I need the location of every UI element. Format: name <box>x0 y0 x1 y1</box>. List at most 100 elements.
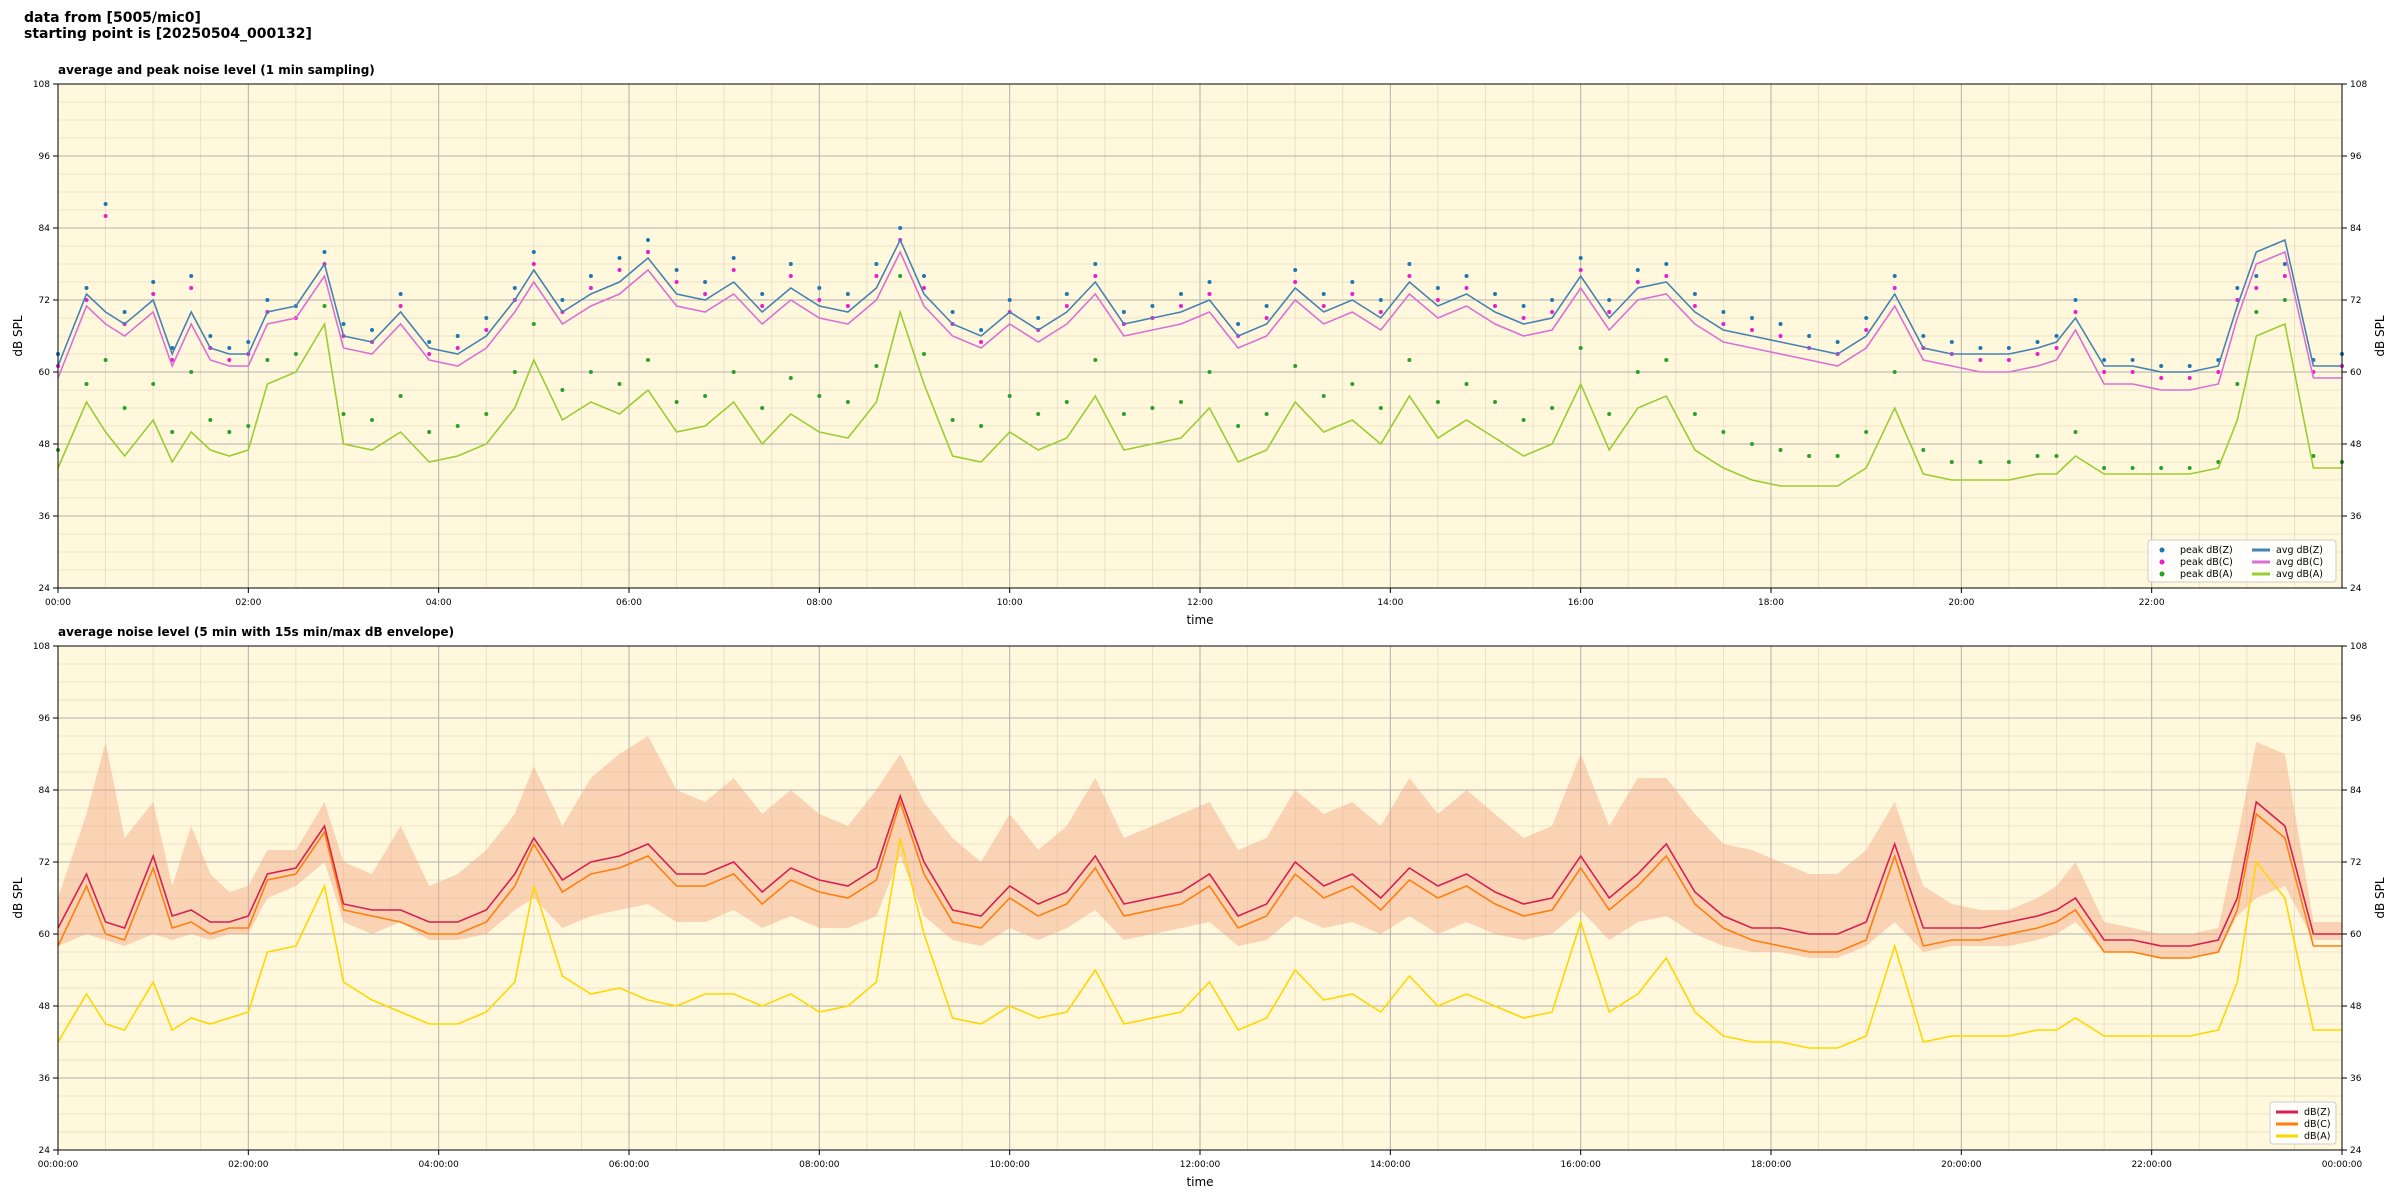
data-point <box>427 352 432 356</box>
data-point <box>293 352 298 356</box>
data-point <box>898 226 903 230</box>
data-point <box>617 268 622 272</box>
y-tick-label-right: 84 <box>2350 224 2362 234</box>
y-tick-label-right: 108 <box>2350 80 2367 90</box>
y-tick-label: 48 <box>39 1002 51 1012</box>
data-point <box>370 328 374 332</box>
data-point <box>1321 292 1326 296</box>
data-point <box>227 358 232 362</box>
legend-label: peak dB(C) <box>2180 557 2233 568</box>
data-point <box>731 370 736 374</box>
data-point <box>1407 274 1412 278</box>
data-point <box>950 310 955 314</box>
data-point <box>1378 310 1383 314</box>
x-axis-label: time <box>1186 1175 1213 1189</box>
legend-label: avg dB(C) <box>2276 557 2323 568</box>
y-tick-label: 60 <box>39 930 51 940</box>
data-point <box>1007 394 1012 398</box>
data-point <box>531 250 536 254</box>
data-point <box>1378 406 1383 410</box>
y-tick-label-right: 24 <box>2350 584 2362 594</box>
data-point <box>817 286 822 290</box>
legend: peak dB(Z)peak dB(C)peak dB(A)avg dB(Z)a… <box>2147 539 2337 583</box>
data-point <box>874 262 879 266</box>
x-tick-label: 16:00 <box>1568 598 1594 608</box>
chart-header: data from [5005/mic0] starting point is … <box>24 10 312 42</box>
data-point <box>1493 400 1497 404</box>
data-point <box>1293 268 1298 272</box>
data-point <box>151 280 156 284</box>
data-point <box>1493 292 1497 296</box>
data-point <box>874 364 879 368</box>
data-point <box>560 388 565 392</box>
data-point <box>103 358 108 362</box>
y-tick-label: 36 <box>39 1074 51 1084</box>
data-point <box>1864 316 1869 320</box>
data-point <box>979 424 984 428</box>
y-tick-label-right: 48 <box>2350 1002 2362 1012</box>
data-point <box>1293 280 1298 284</box>
data-point <box>455 334 460 338</box>
data-point <box>1150 304 1155 308</box>
data-point <box>731 268 736 272</box>
data-point <box>760 304 765 308</box>
data-point <box>2073 298 2078 302</box>
data-point <box>1835 340 1840 344</box>
data-point <box>2187 466 2192 470</box>
x-tick-label: 02:00 <box>235 598 261 608</box>
data-point <box>1607 310 1612 314</box>
data-point <box>1778 448 1783 452</box>
data-point <box>1921 448 1926 452</box>
y-tick-label: 96 <box>39 152 51 162</box>
data-point <box>1207 370 1212 374</box>
x-tick-label: 06:00:00 <box>609 1160 650 1170</box>
x-tick-label: 00:00:00 <box>38 1160 79 1170</box>
data-point <box>2159 376 2164 380</box>
x-tick-label: 04:00:00 <box>418 1160 459 1170</box>
y-tick-label-right: 84 <box>2350 786 2362 796</box>
data-point <box>512 370 517 374</box>
data-point <box>1892 274 1897 278</box>
data-point <box>1550 310 1555 314</box>
data-point <box>1464 274 1469 278</box>
y-tick-label: 84 <box>39 224 51 234</box>
y-axis-label-right: dB SPL <box>2373 315 2387 357</box>
data-point <box>1721 322 1726 326</box>
data-point <box>151 382 156 386</box>
data-point <box>1121 310 1126 314</box>
x-tick-label: 18:00:00 <box>1751 1160 1792 1170</box>
data-point <box>2006 346 2011 350</box>
data-point <box>588 274 593 278</box>
data-point <box>1464 286 1469 290</box>
data-point <box>1293 364 1298 368</box>
x-tick-label: 12:00 <box>1187 598 1213 608</box>
data-point <box>2254 310 2259 314</box>
data-point <box>1521 418 1526 422</box>
data-point <box>1949 460 1954 464</box>
data-point <box>922 352 926 356</box>
data-point <box>2035 454 2040 458</box>
data-point <box>103 214 108 218</box>
data-point <box>1521 316 1526 320</box>
data-point <box>1892 370 1897 374</box>
y-tick-label-right: 60 <box>2350 930 2362 940</box>
legend-label: dB(A) <box>2304 1131 2330 1142</box>
data-point <box>1093 274 1098 278</box>
data-point <box>1521 304 1526 308</box>
data-point <box>246 340 251 344</box>
data-point <box>1435 400 1440 404</box>
data-point <box>1121 412 1126 416</box>
x-axis-label: time <box>1186 613 1213 627</box>
data-point <box>208 334 213 338</box>
data-point <box>2216 460 2221 464</box>
data-point <box>2035 352 2040 356</box>
y-tick-label: 48 <box>39 440 51 450</box>
data-point <box>2254 286 2259 290</box>
y-tick-label-right: 72 <box>2350 296 2361 306</box>
data-point <box>1835 454 1840 458</box>
data-point <box>2130 466 2135 470</box>
data-point <box>760 406 765 410</box>
data-point <box>2187 364 2192 368</box>
data-point <box>950 418 955 422</box>
y-tick-label: 108 <box>33 642 50 652</box>
